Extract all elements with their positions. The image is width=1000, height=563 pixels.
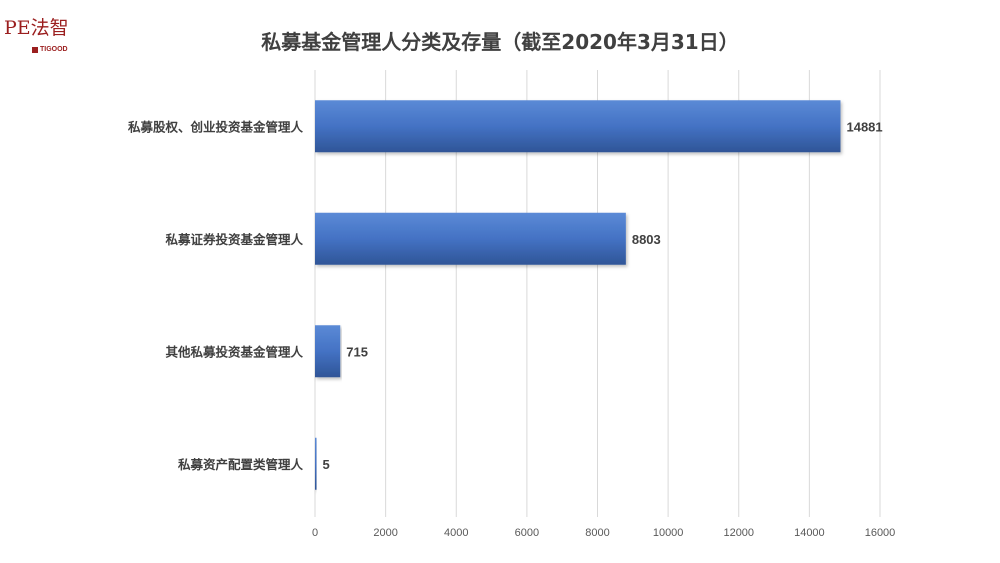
x-tick-label: 8000 (585, 527, 609, 539)
data-label: 8803 (632, 232, 661, 247)
category-label: 其他私募投资基金管理人 (165, 344, 303, 359)
category-label: 私募证券投资基金管理人 (164, 232, 303, 247)
data-label: 715 (346, 344, 368, 359)
bar (315, 437, 317, 490)
x-tick-label: 14000 (794, 527, 825, 539)
bar (315, 212, 626, 265)
brand-logo: PE法智 TIGOOD (4, 16, 84, 60)
logo-text: PE法智 (4, 17, 69, 39)
x-tick-label: 6000 (515, 527, 539, 539)
x-tick-label: 4000 (444, 527, 468, 539)
data-label: 14881 (846, 119, 882, 134)
x-tick-label: 12000 (723, 527, 754, 539)
x-tick-label: 2000 (373, 527, 397, 539)
category-label: 私募资产配置类管理人 (177, 457, 304, 472)
x-tick-label: 0 (312, 527, 318, 539)
category-label: 私募股权、创业投资基金管理人 (127, 119, 304, 134)
bar (315, 325, 341, 378)
chart-title: 私募基金管理人分类及存量（截至2020年3月31日） (261, 30, 739, 54)
data-label: 5 (323, 457, 330, 472)
seal-icon (32, 46, 38, 53)
bar (315, 100, 841, 153)
logo-subtext-label: TIGOOD (40, 46, 68, 53)
x-tick-label: 10000 (653, 527, 684, 539)
logo-subtext: TIGOOD (32, 46, 68, 53)
x-tick-label: 16000 (865, 527, 896, 539)
